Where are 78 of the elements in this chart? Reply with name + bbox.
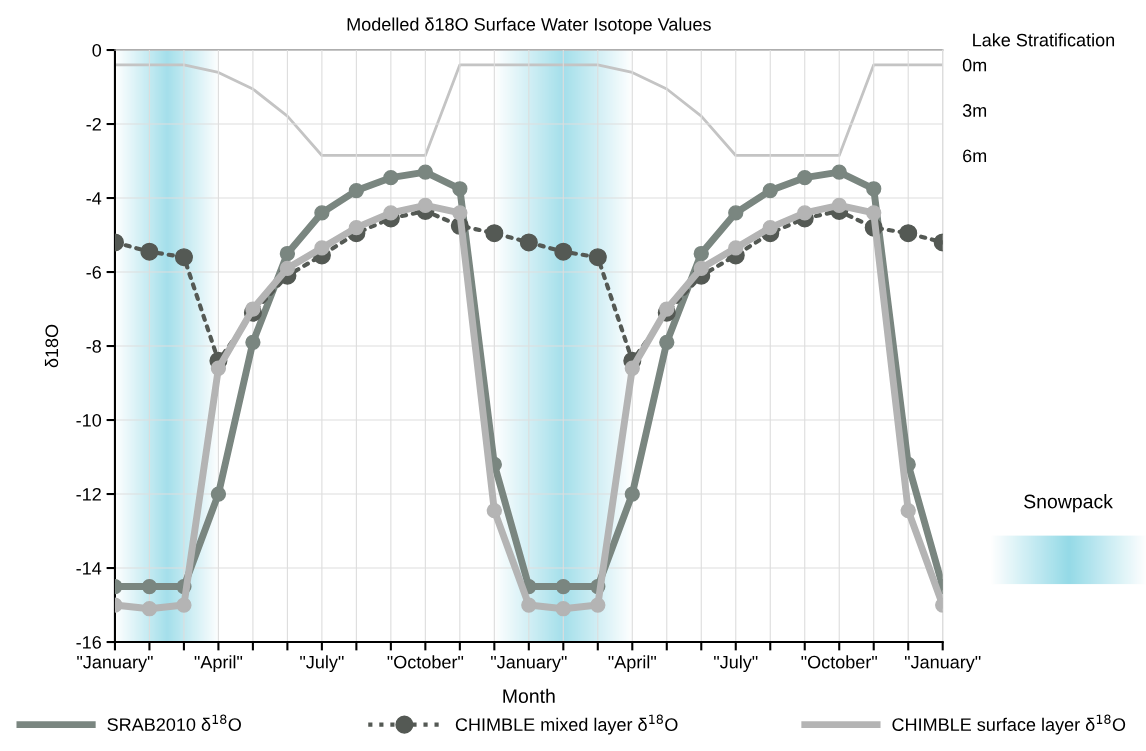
point [728,240,744,256]
legend-label: SRAB2010 δ$^{18}$O [107,714,241,731]
point [485,224,504,243]
point [659,334,675,350]
point [452,181,468,197]
point [383,170,399,186]
x-tick-label: "April" [608,655,656,673]
point [900,503,916,519]
point [176,597,192,613]
legend-label: CHIMBLE mixed layer δ$^{18}$O [455,714,678,735]
y-tick-label: -14 [76,562,102,575]
point [348,219,365,236]
point [245,334,261,350]
point [279,245,296,262]
x-tick-label: "January" [904,655,981,673]
y-tick-label: 0 [92,43,102,57]
point [555,601,571,617]
point [555,578,571,595]
point [797,170,813,186]
y2-tick-label: 6m [963,149,987,163]
point [348,182,365,199]
point [762,182,778,199]
legend-label: CHIMBLE surface layer δ$^{18}$O [892,714,1126,735]
point [140,242,159,261]
point [314,205,330,221]
point [866,181,882,197]
x-tick-label: "July" [300,655,344,673]
point [210,360,227,376]
point [659,301,675,317]
point [590,597,606,613]
point [279,260,296,276]
x-tick-label: "January" [77,655,153,673]
point [245,301,261,317]
point [210,486,227,502]
y2-axis-title: Lake Stratification [973,33,1115,47]
point [866,205,882,221]
x-tick-label: "October" [801,655,877,669]
point [452,205,468,221]
point [383,205,399,221]
y2-tick-label: 3m [962,104,987,117]
line-series [114,63,943,157]
point [624,486,640,502]
point [521,597,537,613]
point [314,240,330,256]
point [141,578,158,595]
x-tick-label: "April" [194,655,243,673]
point [624,360,640,376]
point [693,260,709,276]
y-tick-label: -16 [76,635,101,649]
chart-title: Modelled δ18O Surface Water Isotope Values [347,17,711,35]
x-tick-label: "October" [387,655,464,669]
x-tick-label: "January" [491,655,567,673]
point [797,205,813,221]
point [728,205,744,221]
point [831,197,847,214]
point [899,224,918,243]
point [417,164,433,180]
y-tick-label: -6 [86,265,101,279]
point [831,164,847,180]
point [554,242,573,261]
y-tick-label: -4 [86,192,102,205]
x-axis-title: Month [503,688,555,703]
y-tick-label: -8 [86,339,101,353]
y-tick-label: -2 [86,117,101,131]
y-tick-label: -10 [76,413,102,427]
y2-tick-label: 0m [962,58,987,72]
point [762,219,778,236]
point [588,248,607,267]
text: Snowpack [1024,494,1113,513]
point [417,197,433,214]
point [519,233,538,252]
y-axis-title: δ18O [44,324,59,368]
point [174,248,193,267]
point [693,245,709,262]
y-tick-label: -12 [76,487,101,501]
point [141,601,158,617]
x-tick-label: "July" [714,655,758,673]
point [486,503,502,519]
